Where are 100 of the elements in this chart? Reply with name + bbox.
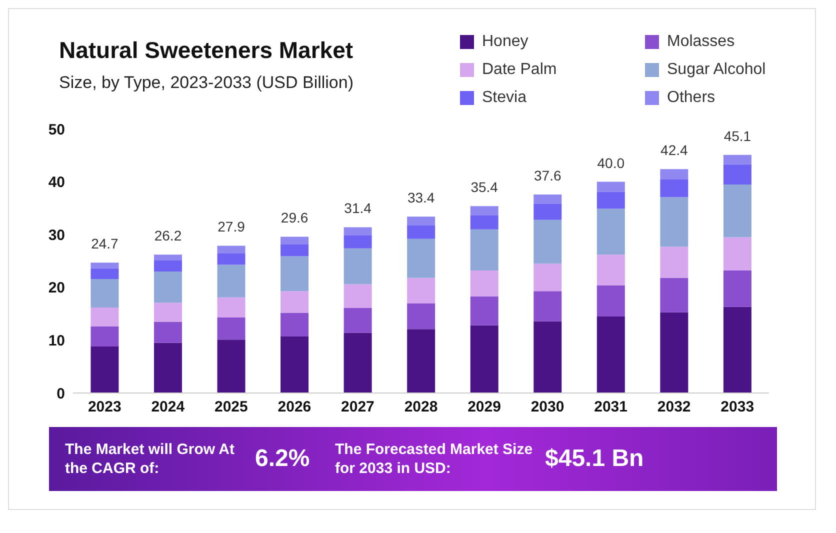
bar	[534, 194, 562, 204]
bar	[660, 197, 688, 247]
legend-label: Sugar Alcohol	[667, 61, 766, 79]
bar	[90, 326, 119, 347]
bar	[723, 184, 752, 238]
x-tick-label: 2023	[88, 398, 122, 416]
total-label: 45.1	[724, 128, 752, 144]
bar	[280, 312, 309, 337]
chart-subtitle: Size, by Type, 2023-2033 (USD Billion)	[59, 73, 354, 93]
bar	[90, 346, 119, 393]
bar	[660, 312, 688, 393]
legend-label: Stevia	[482, 89, 526, 107]
bar	[660, 169, 688, 180]
bar	[407, 278, 436, 304]
bar	[660, 278, 688, 312]
total-label: 35.4	[470, 179, 498, 196]
bar	[534, 321, 562, 393]
bar	[470, 270, 498, 296]
x-tick-label: 2024	[151, 398, 186, 416]
bar	[90, 268, 119, 279]
bar	[723, 154, 752, 164]
total-label: 42.4	[660, 142, 688, 158]
bar	[344, 248, 372, 284]
x-tick-label: 2032	[657, 398, 691, 416]
text: 6.2%	[255, 445, 311, 473]
bar	[154, 302, 182, 322]
bar	[217, 264, 246, 298]
total-label: 33.4	[407, 190, 435, 206]
bar	[154, 322, 182, 343]
bar	[407, 225, 436, 239]
x-tick-label: 2031	[594, 398, 628, 416]
total-label: 40.0	[597, 154, 625, 171]
y-tick-label: 10	[48, 332, 65, 350]
bar	[280, 244, 309, 256]
bar	[470, 325, 498, 393]
bar	[723, 270, 752, 307]
bar	[407, 216, 436, 226]
x-tick-label: 2029	[468, 398, 501, 416]
legend-label: Honey	[482, 33, 528, 51]
x-tick-label: 2026	[278, 398, 312, 416]
bar	[470, 215, 498, 230]
total-label: 31.4	[344, 200, 372, 216]
text: The Market will Grow At the CAGR of:	[65, 440, 236, 478]
total-label: 26.2	[154, 228, 182, 244]
total-label: 27.9	[218, 218, 246, 235]
bar	[723, 306, 752, 393]
bar	[217, 246, 246, 254]
bar	[154, 342, 182, 393]
bar	[596, 254, 625, 286]
bar	[344, 227, 372, 236]
text: The Forecasted Market Size for 2033 in USD:	[335, 440, 534, 478]
total-label: 24.7	[91, 236, 119, 252]
x-tick-label: 2030	[530, 398, 564, 416]
bar	[344, 332, 372, 393]
total-label: 37.6	[534, 167, 562, 184]
bar	[407, 329, 436, 393]
text: $45.1 Bn	[545, 445, 644, 473]
x-tick-label: 2025	[214, 398, 248, 416]
bar	[534, 291, 562, 322]
bar	[534, 264, 562, 292]
legend-label: Others	[667, 89, 716, 107]
y-tick-label: 50	[48, 121, 65, 138]
bar	[280, 236, 309, 244]
chart-title: Natural Sweeteners Market	[59, 37, 354, 64]
bar	[154, 272, 182, 303]
bar	[280, 291, 309, 313]
y-tick-label: 40	[48, 174, 65, 192]
bar	[344, 308, 372, 333]
bar	[470, 229, 498, 271]
bar	[217, 253, 246, 265]
bar	[280, 256, 309, 292]
bar	[470, 206, 498, 216]
legend-label: Date Palm	[482, 61, 557, 79]
bar	[470, 296, 498, 326]
bar	[90, 278, 119, 308]
y-tick-label: 0	[56, 385, 65, 402]
bar	[217, 340, 246, 393]
bar	[217, 317, 246, 340]
y-tick-label: 20	[48, 280, 65, 297]
bar	[596, 208, 625, 255]
legend-label: Molasses	[667, 33, 735, 51]
bar	[723, 237, 752, 271]
bar	[90, 262, 119, 268]
bar	[660, 179, 688, 198]
bar	[154, 254, 182, 260]
bar	[90, 307, 119, 326]
bar	[407, 238, 436, 278]
x-tick-label: 2027	[341, 398, 374, 416]
total-label: 29.6	[280, 210, 308, 226]
bar	[534, 220, 562, 264]
bar	[154, 260, 182, 272]
bar	[596, 192, 625, 209]
bar	[534, 204, 562, 220]
bar	[596, 285, 625, 316]
x-tick-label: 2033	[720, 398, 754, 416]
bar	[660, 246, 688, 278]
bar	[596, 182, 625, 192]
bar	[596, 316, 625, 393]
bar	[344, 235, 372, 248]
x-tick-label: 2028	[404, 398, 438, 416]
